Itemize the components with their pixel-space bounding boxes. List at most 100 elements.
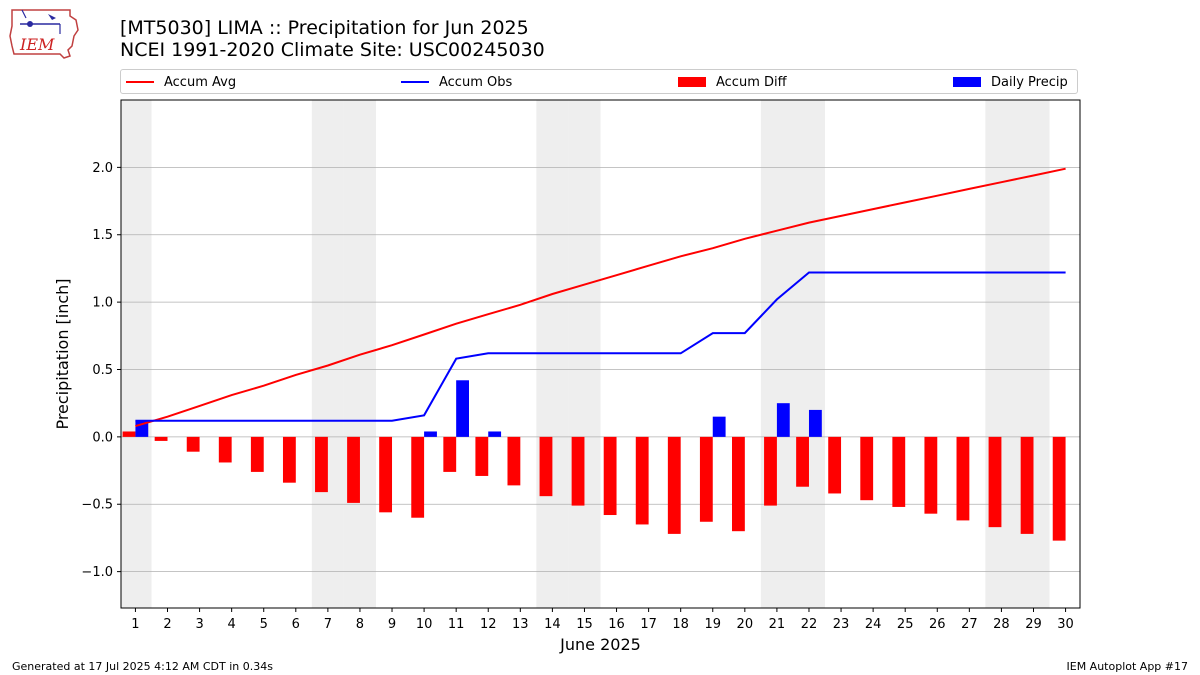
x-axis-ticks: 1 2 3 4 5 6 7 8 9 10 11 12 13 14 15 16 17 18 19 20 21 22 23 24 2… <box>131 608 1074 632</box>
bar-accum-diff-day-11 <box>443 436 457 472</box>
bar-accum-diff-day-10 <box>411 436 425 518</box>
x-tick-label: 11 <box>448 617 465 632</box>
y-tick-label: 1.5 <box>92 228 113 243</box>
bar-accum-diff-day-27 <box>956 436 970 521</box>
x-tick-label: 8 <box>356 617 364 632</box>
iem-logo: IEM <box>9 9 79 59</box>
x-tick-label: 16 <box>608 617 625 632</box>
x-tick-label: 10 <box>416 617 433 632</box>
bar-accum-diff-day-5 <box>250 436 264 472</box>
weekend-shade-day-28 <box>985 100 1018 608</box>
bar-accum-diff-day-21 <box>764 436 777 506</box>
bar-accum-diff-day-2 <box>154 436 168 441</box>
legend-label-daily-precip: Daily Precip <box>991 74 1068 90</box>
x-tick-label: 15 <box>576 617 593 632</box>
bar-accum-diff-day-13 <box>507 436 521 486</box>
grid-lines <box>121 166 1080 573</box>
x-tick-label: 2 <box>163 617 171 632</box>
x-tick-label: 20 <box>737 617 754 632</box>
bar-accum-diff-day-24 <box>860 436 874 501</box>
bar-accum-diff-day-7 <box>315 436 328 493</box>
bars <box>122 380 1066 541</box>
legend-item-daily-precip: Daily Precip <box>953 73 1068 91</box>
x-tick-label: 28 <box>993 617 1010 632</box>
x-tick-label: 30 <box>1057 617 1074 632</box>
bar-accum-diff-day-6 <box>282 436 296 483</box>
bar-accum-diff-day-25 <box>892 436 906 507</box>
weekend-shade-day-22 <box>792 100 826 608</box>
x-tick-label: 22 <box>801 617 818 632</box>
bar-accum-diff-day-1 <box>122 431 136 437</box>
legend-item-accum-obs: Accum Obs <box>401 73 512 91</box>
x-tick-label: 9 <box>388 617 396 632</box>
bar-accum-diff-day-12 <box>475 436 489 476</box>
x-tick-label: 5 <box>260 617 268 632</box>
y-tick-label: −1.0 <box>81 565 113 580</box>
legend-item-accum-diff: Accum Diff <box>678 73 787 91</box>
bar-accum-diff-day-3 <box>186 436 200 452</box>
legend-label-accum-avg: Accum Avg <box>164 74 237 90</box>
y-axis-label: Precipitation [inch] <box>53 278 72 429</box>
bar-accum-diff-day-9 <box>379 436 393 513</box>
chart-title: [MT5030] LIMA :: Precipitation for Jun 2… <box>120 17 545 61</box>
bar-daily-precip-day-11 <box>456 380 469 437</box>
y-tick-label: −0.5 <box>81 498 113 513</box>
x-tick-label: 21 <box>769 617 786 632</box>
title-line-2: NCEI 1991-2020 Climate Site: USC00245030 <box>120 39 545 61</box>
x-tick-label: 25 <box>897 617 914 632</box>
x-tick-label: 26 <box>929 617 946 632</box>
bar-accum-diff-day-30 <box>1052 436 1066 541</box>
x-tick-label: 18 <box>672 617 689 632</box>
chart-legend: Accum Avg Accum Obs Accum Diff Daily Pre… <box>120 69 1078 94</box>
bar-accum-diff-day-8 <box>347 436 360 503</box>
legend-label-accum-diff: Accum Diff <box>716 74 787 90</box>
bar-accum-diff-day-28 <box>988 436 1002 528</box>
x-tick-label: 24 <box>865 617 882 632</box>
bar-accum-diff-day-14 <box>539 436 553 497</box>
x-tick-label: 4 <box>228 617 236 632</box>
weekend-shading <box>121 100 1050 608</box>
bar-accum-diff-day-22 <box>796 436 809 487</box>
bar-accum-diff-day-16 <box>603 436 617 516</box>
x-tick-label: 13 <box>512 617 529 632</box>
bar-accum-diff-day-23 <box>828 436 842 494</box>
x-tick-label: 6 <box>292 617 300 632</box>
y-tick-label: 1.0 <box>92 296 113 311</box>
x-tick-label: 17 <box>640 617 657 632</box>
logo-text: IEM <box>19 35 55 54</box>
plot-frame <box>120 99 1081 609</box>
bar-accum-diff-day-17 <box>635 436 649 525</box>
bar-accum-diff-day-19 <box>699 436 713 522</box>
bar-daily-precip-day-21 <box>776 403 790 437</box>
y-tick-label: 0.5 <box>92 363 113 378</box>
x-tick-label: 23 <box>833 617 850 632</box>
legend-item-accum-avg: Accum Avg <box>126 73 236 91</box>
weekend-shade-day-7 <box>311 100 344 608</box>
x-tick-label: 3 <box>195 617 203 632</box>
x-tick-label: 29 <box>1025 617 1042 632</box>
x-tick-label: 27 <box>961 617 978 632</box>
bar-daily-precip-day-10 <box>424 431 437 437</box>
x-tick-label: 14 <box>544 617 561 632</box>
footer-generated: Generated at 17 Jul 2025 4:12 AM CDT in … <box>12 660 273 673</box>
lines <box>135 167 1066 428</box>
footer-app: IEM Autoplot App #17 <box>1066 660 1189 673</box>
bar-accum-diff-day-29 <box>1020 436 1034 534</box>
line-accum-obs <box>135 271 1066 422</box>
bar-accum-diff-day-26 <box>924 436 938 514</box>
bar-accum-diff-day-20 <box>732 436 745 532</box>
x-tick-label: 7 <box>324 617 332 632</box>
weekend-shade-day-1 <box>121 100 152 608</box>
legend-swatch-accum-obs <box>401 81 429 83</box>
legend-swatch-accum-avg <box>126 81 154 83</box>
y-tick-label: 0.0 <box>92 430 113 445</box>
weekend-shade-day-21 <box>760 100 793 608</box>
x-axis-label: June 2025 <box>559 635 641 654</box>
bar-accum-diff-day-15 <box>571 436 585 506</box>
y-axis-ticks: −1.0 −0.5 0.0 0.5 1.0 1.5 2.0 <box>81 161 121 580</box>
y-tick-label: 2.0 <box>92 161 113 176</box>
bar-daily-precip-day-19 <box>712 416 726 437</box>
bar-accum-diff-day-18 <box>667 436 681 534</box>
title-line-1: [MT5030] LIMA :: Precipitation for Jun 2… <box>120 17 529 39</box>
